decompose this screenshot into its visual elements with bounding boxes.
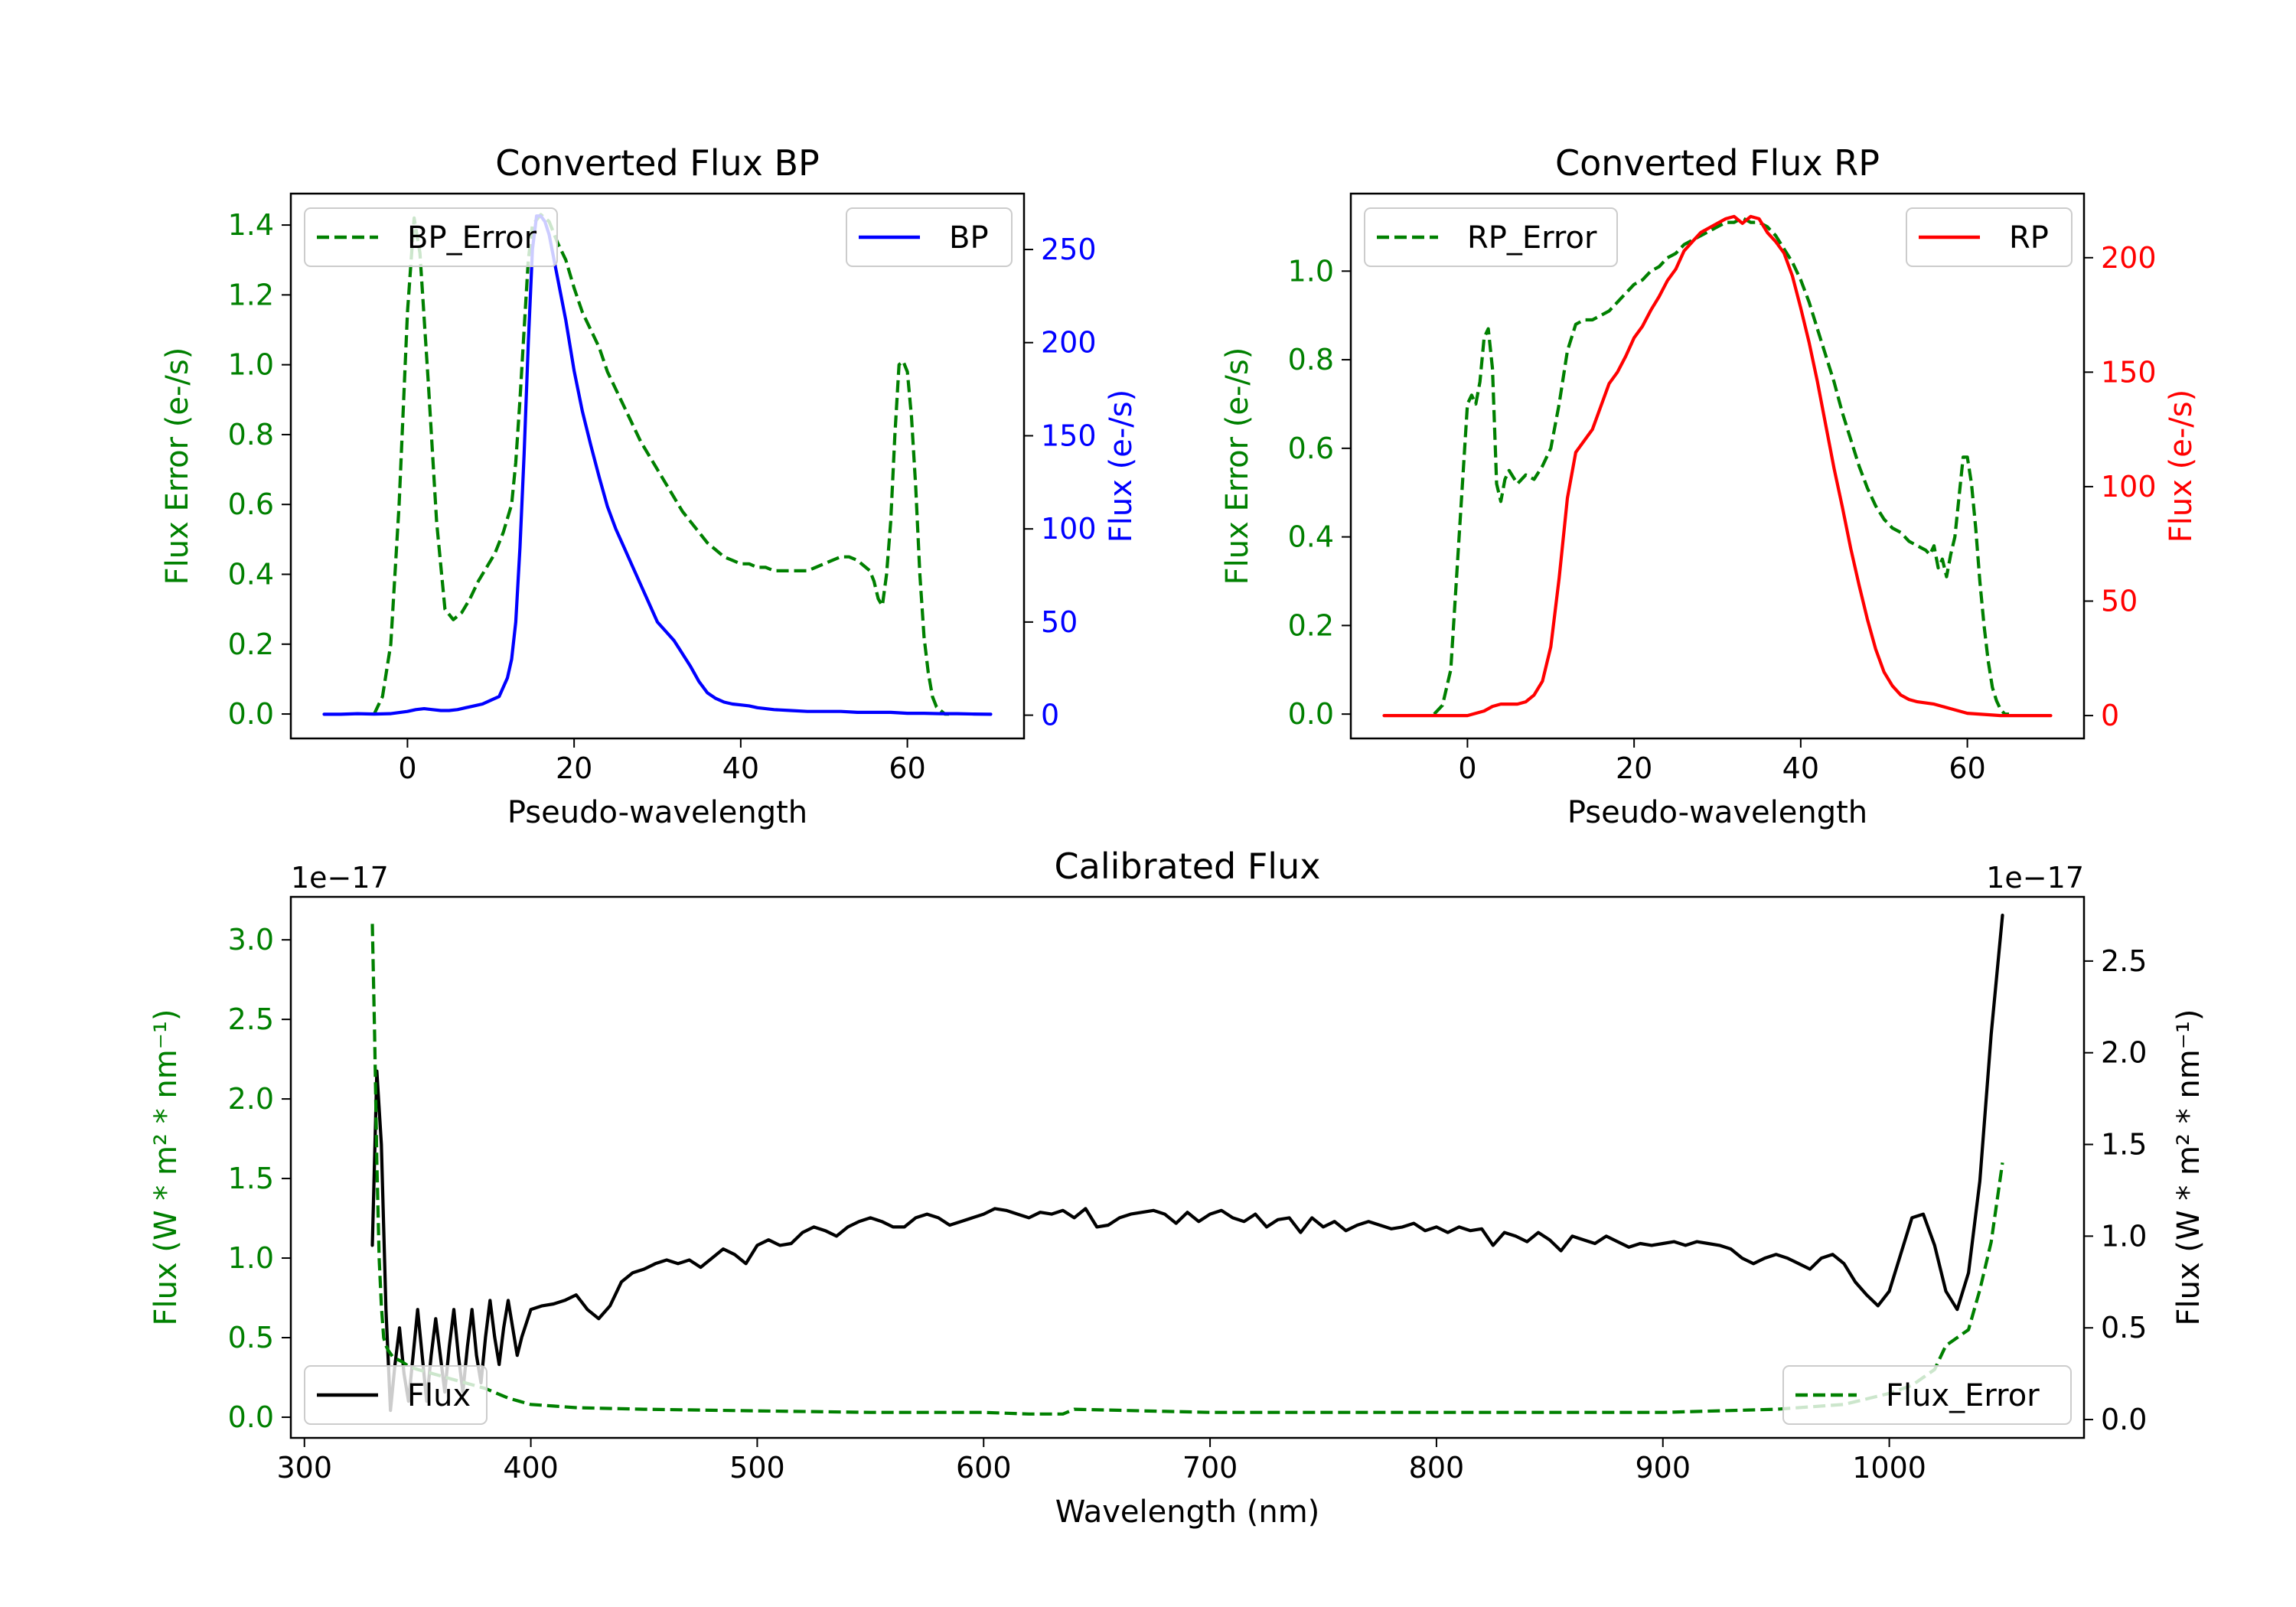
chart-panel-3: 300 400 500 600 700 800 900 1000 0.0 0.5 1.0 1.5 2.0… <box>148 846 2206 1530</box>
legend-label: BP <box>949 220 989 256</box>
y-right-tick-label: 100 <box>2101 470 2157 504</box>
series-line-bp-error <box>373 213 949 716</box>
x-tick-label: 20 <box>556 751 592 785</box>
series-line-rp-error <box>1433 216 2009 716</box>
legend-box <box>1906 207 2073 267</box>
series-line-flux <box>370 913 2004 1413</box>
legend-label: Flux_Error <box>1886 1378 2040 1413</box>
x-tick-label: 300 <box>276 1451 332 1485</box>
y-right-tick-label: 150 <box>1041 419 1097 452</box>
y-left-tick-label: 1.5 <box>228 1162 274 1195</box>
y-left-tick-label: 0.0 <box>1288 697 1334 731</box>
y-right-tick-label: 0 <box>1041 699 1059 732</box>
legend-label: RP <box>2009 220 2049 256</box>
y-left-offset-text: 1e−17 <box>291 861 389 895</box>
y-left-axis-label: Flux Error (e-/s) <box>160 347 195 585</box>
x-tick-label: 60 <box>1949 751 1985 785</box>
series-line-rp <box>1382 214 2053 718</box>
y-right-tick-label: 200 <box>1041 326 1097 360</box>
y-left-tick-label: 0.2 <box>228 627 274 661</box>
y-right-tick-label: 150 <box>2101 355 2157 389</box>
legend-bp-error: BP_Error <box>304 207 558 267</box>
x-tick-label: 900 <box>1635 1451 1691 1485</box>
y-right-tick-label: 200 <box>2101 241 2157 275</box>
x-tick-label: 600 <box>956 1451 1012 1485</box>
y-left-tick-label: 1.0 <box>228 348 274 382</box>
x-tick-label: 0 <box>1458 751 1476 785</box>
y-left-tick-label: 0.4 <box>228 557 274 591</box>
series-line-bp <box>322 214 993 716</box>
y-left-axis-label: Flux Error (e-/s) <box>1220 347 1255 585</box>
legend-rp-error: RP_Error <box>1364 207 1618 267</box>
x-tick-label: 800 <box>1409 1451 1465 1485</box>
x-tick-label: 60 <box>889 751 925 785</box>
plot-frame <box>289 895 2086 1439</box>
y-right-tick-label: 1.0 <box>2101 1219 2147 1253</box>
y-right-tick-label: 50 <box>1041 605 1078 639</box>
y-left-tick-label: 0.2 <box>1288 608 1334 642</box>
y-right-tick-label: 1.5 <box>2101 1128 2147 1162</box>
legend-box <box>846 207 1013 267</box>
y-left-tick-label: 1.0 <box>1288 254 1334 288</box>
legend-box <box>1782 1365 2072 1425</box>
legend-rp: RP <box>1906 207 2073 267</box>
y-right-tick-label: 0 <box>2101 699 2119 732</box>
chart-title: Converted Flux BP <box>495 142 820 184</box>
x-tick-label: 40 <box>722 751 759 785</box>
y-right-axis-label: Flux (e-/s) <box>2164 390 2199 543</box>
y-right-axis-label: Flux (W * m² * nm⁻¹) <box>2171 1009 2206 1326</box>
y-right-tick-label: 50 <box>2101 585 2138 618</box>
x-axis-label: Pseudo-wavelength <box>1567 795 1867 830</box>
plot-frame <box>1349 192 2086 740</box>
y-left-tick-label: 0.4 <box>1288 520 1334 554</box>
legend-label: BP_Error <box>407 220 537 256</box>
y-left-tick-label: 1.2 <box>228 278 274 311</box>
y-left-tick-label: 0.0 <box>228 697 274 731</box>
y-left-tick-label: 0.8 <box>228 418 274 451</box>
legend-label: RP_Error <box>1467 220 1597 256</box>
y-left-tick-label: 1.0 <box>228 1241 274 1275</box>
chart-title: Converted Flux RP <box>1555 142 1880 184</box>
y-left-tick-label: 2.5 <box>228 1002 274 1036</box>
x-tick-label: 400 <box>503 1451 559 1485</box>
chart-panel-1: 0 20 40 60 0.0 0.2 0.4 0.6 0.8 1.0 1.2 1.4 0 50 100 150… <box>160 142 1139 830</box>
y-right-tick-label: 100 <box>1041 512 1097 546</box>
y-left-tick-label: 0.8 <box>1288 343 1334 376</box>
x-tick-label: 40 <box>1782 751 1819 785</box>
y-left-tick-label: 1.4 <box>228 208 274 242</box>
chart-panel-2: 0 20 40 60 0.0 0.2 0.4 0.6 0.8 1.0 0 50 100 150 200 Con… <box>1220 142 2199 830</box>
x-tick-label: 0 <box>398 751 416 785</box>
y-right-offset-text: 1e−17 <box>1986 861 2084 895</box>
legend-flux: Flux <box>304 1365 488 1425</box>
x-tick-label: 20 <box>1616 751 1652 785</box>
y-right-tick-label: 0.0 <box>2101 1403 2147 1436</box>
y-left-tick-label: 2.0 <box>228 1082 274 1116</box>
y-right-tick-label: 250 <box>1041 233 1097 266</box>
x-tick-label: 1000 <box>1852 1451 1926 1485</box>
x-tick-label: 500 <box>729 1451 785 1485</box>
series-line-flux-error <box>370 924 2004 1416</box>
y-right-tick-label: 0.5 <box>2101 1311 2147 1345</box>
y-left-axis-label: Flux (W * m² * nm⁻¹) <box>148 1009 184 1326</box>
chart-title: Calibrated Flux <box>1055 846 1321 887</box>
y-right-axis-label: Flux (e-/s) <box>1104 390 1139 543</box>
y-left-tick-label: 3.0 <box>228 923 274 957</box>
legend-label: Flux <box>407 1378 471 1413</box>
y-left-tick-label: 0.6 <box>1288 432 1334 465</box>
y-left-tick-label: 0.5 <box>228 1321 274 1354</box>
legend-flux-error: Flux_Error <box>1782 1365 2072 1425</box>
y-right-tick-label: 2.5 <box>2101 944 2147 978</box>
x-axis-label: Wavelength (nm) <box>1055 1495 1320 1530</box>
legend-box <box>304 1365 488 1425</box>
x-axis-label: Pseudo-wavelength <box>507 795 807 830</box>
y-right-tick-label: 2.0 <box>2101 1036 2147 1070</box>
plot-frame <box>289 192 1026 740</box>
legend-bp: BP <box>846 207 1013 267</box>
legend-box <box>304 207 558 267</box>
y-left-tick-label: 0.6 <box>228 487 274 521</box>
y-left-tick-label: 0.0 <box>228 1400 274 1434</box>
x-tick-label: 700 <box>1182 1451 1238 1485</box>
legend-box <box>1364 207 1618 267</box>
